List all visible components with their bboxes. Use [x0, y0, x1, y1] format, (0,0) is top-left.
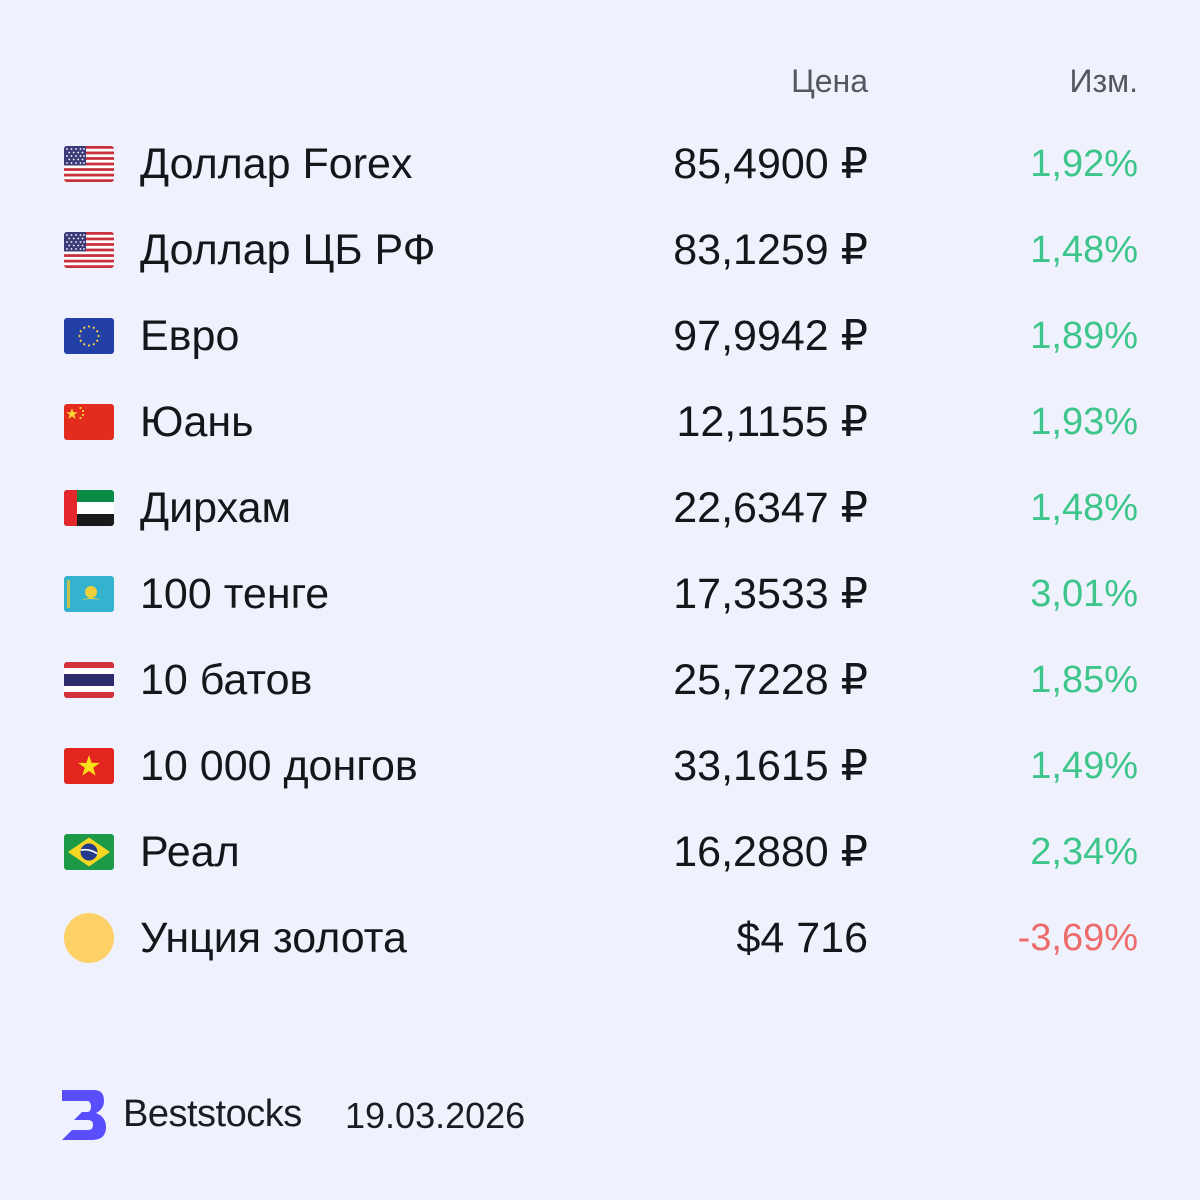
currency-list: Доллар Forex 85,4900 ₽ 1,92%: [0, 121, 1200, 981]
currency-change: 2,34%: [1030, 831, 1138, 873]
currency-row-thb: 10 батов 25,7228 ₽ 1,85%: [0, 637, 1200, 723]
currency-change: 1,92%: [1030, 143, 1138, 185]
currency-price: 22,6347 ₽: [673, 484, 868, 532]
th-flag-icon: [64, 662, 114, 698]
currency-name: Доллар ЦБ РФ: [140, 226, 436, 274]
currency-row-aed: Дирхам 22,6347 ₽ 1,48%: [0, 465, 1200, 551]
currency-price: 12,1155 ₽: [676, 398, 868, 446]
currency-change: 1,49%: [1030, 745, 1138, 787]
currency-change: 1,85%: [1030, 659, 1138, 701]
price-column-header: Цена: [791, 63, 868, 99]
currency-price: 83,1259 ₽: [673, 226, 868, 274]
change-column-header: Изм.: [1069, 63, 1138, 99]
currency-price: 97,9942 ₽: [673, 312, 868, 360]
currency-change: 3,01%: [1030, 573, 1138, 615]
currency-change: 1,93%: [1030, 401, 1138, 443]
currency-name: Доллар Forex: [140, 140, 413, 188]
currency-change: 1,48%: [1030, 229, 1138, 271]
brand-name: Beststocks: [123, 1093, 302, 1135]
currency-row-kzt: 100 тенге 17,3533 ₽ 3,01%: [0, 551, 1200, 637]
kz-flag-icon: [64, 576, 114, 612]
beststocks-logo-icon: [60, 1088, 106, 1140]
currency-row-cny: Юань 12,1155 ₽ 1,93%: [0, 379, 1200, 465]
currency-price: 16,2880 ₽: [673, 828, 868, 876]
currency-change: 1,48%: [1030, 487, 1138, 529]
br-flag-icon: [64, 834, 114, 870]
currency-name: 10 000 донгов: [140, 742, 418, 790]
ae-flag-icon: [64, 490, 114, 526]
currency-name: Реал: [140, 828, 240, 876]
currency-price: 85,4900 ₽: [673, 140, 868, 188]
footer: Beststocks 19.03.2026: [60, 1088, 760, 1144]
currency-change: 1,89%: [1030, 315, 1138, 357]
currency-name: 10 батов: [140, 656, 313, 704]
currency-row-eur: Евро 97,9942 ₽ 1,89%: [0, 293, 1200, 379]
currency-name: Юань: [140, 398, 254, 446]
eu-flag-icon: [64, 318, 114, 354]
currency-name: Унция золота: [140, 914, 407, 962]
currency-change: -3,69%: [1017, 917, 1138, 959]
cn-flag-icon: [64, 404, 114, 440]
currency-name: Евро: [140, 312, 240, 360]
currency-row-usd-forex: Доллар Forex 85,4900 ₽ 1,92%: [0, 121, 1200, 207]
currency-row-brl: Реал 16,2880 ₽ 2,34%: [0, 809, 1200, 895]
currency-name: Дирхам: [140, 484, 292, 532]
us-flag-icon: [64, 232, 114, 268]
vn-flag-icon: [64, 748, 114, 784]
currency-price: 17,3533 ₽: [673, 570, 868, 618]
report-date: 19.03.2026: [345, 1095, 526, 1136]
currency-name: 100 тенге: [140, 570, 330, 618]
currency-row-usd-cbr: Доллар ЦБ РФ 83,1259 ₽ 1,48%: [0, 207, 1200, 293]
table-header: Цена Изм.: [0, 58, 1200, 108]
currency-row-gold: Унция золота $4 716 -3,69%: [0, 895, 1200, 981]
gold-coin-icon: [64, 913, 114, 963]
currency-row-vnd: 10 000 донгов 33,1615 ₽ 1,49%: [0, 723, 1200, 809]
currency-price: 25,7228 ₽: [673, 656, 868, 704]
us-flag-icon: [64, 146, 114, 182]
currency-price: $4 716: [736, 914, 868, 962]
currency-price: 33,1615 ₽: [673, 742, 868, 790]
